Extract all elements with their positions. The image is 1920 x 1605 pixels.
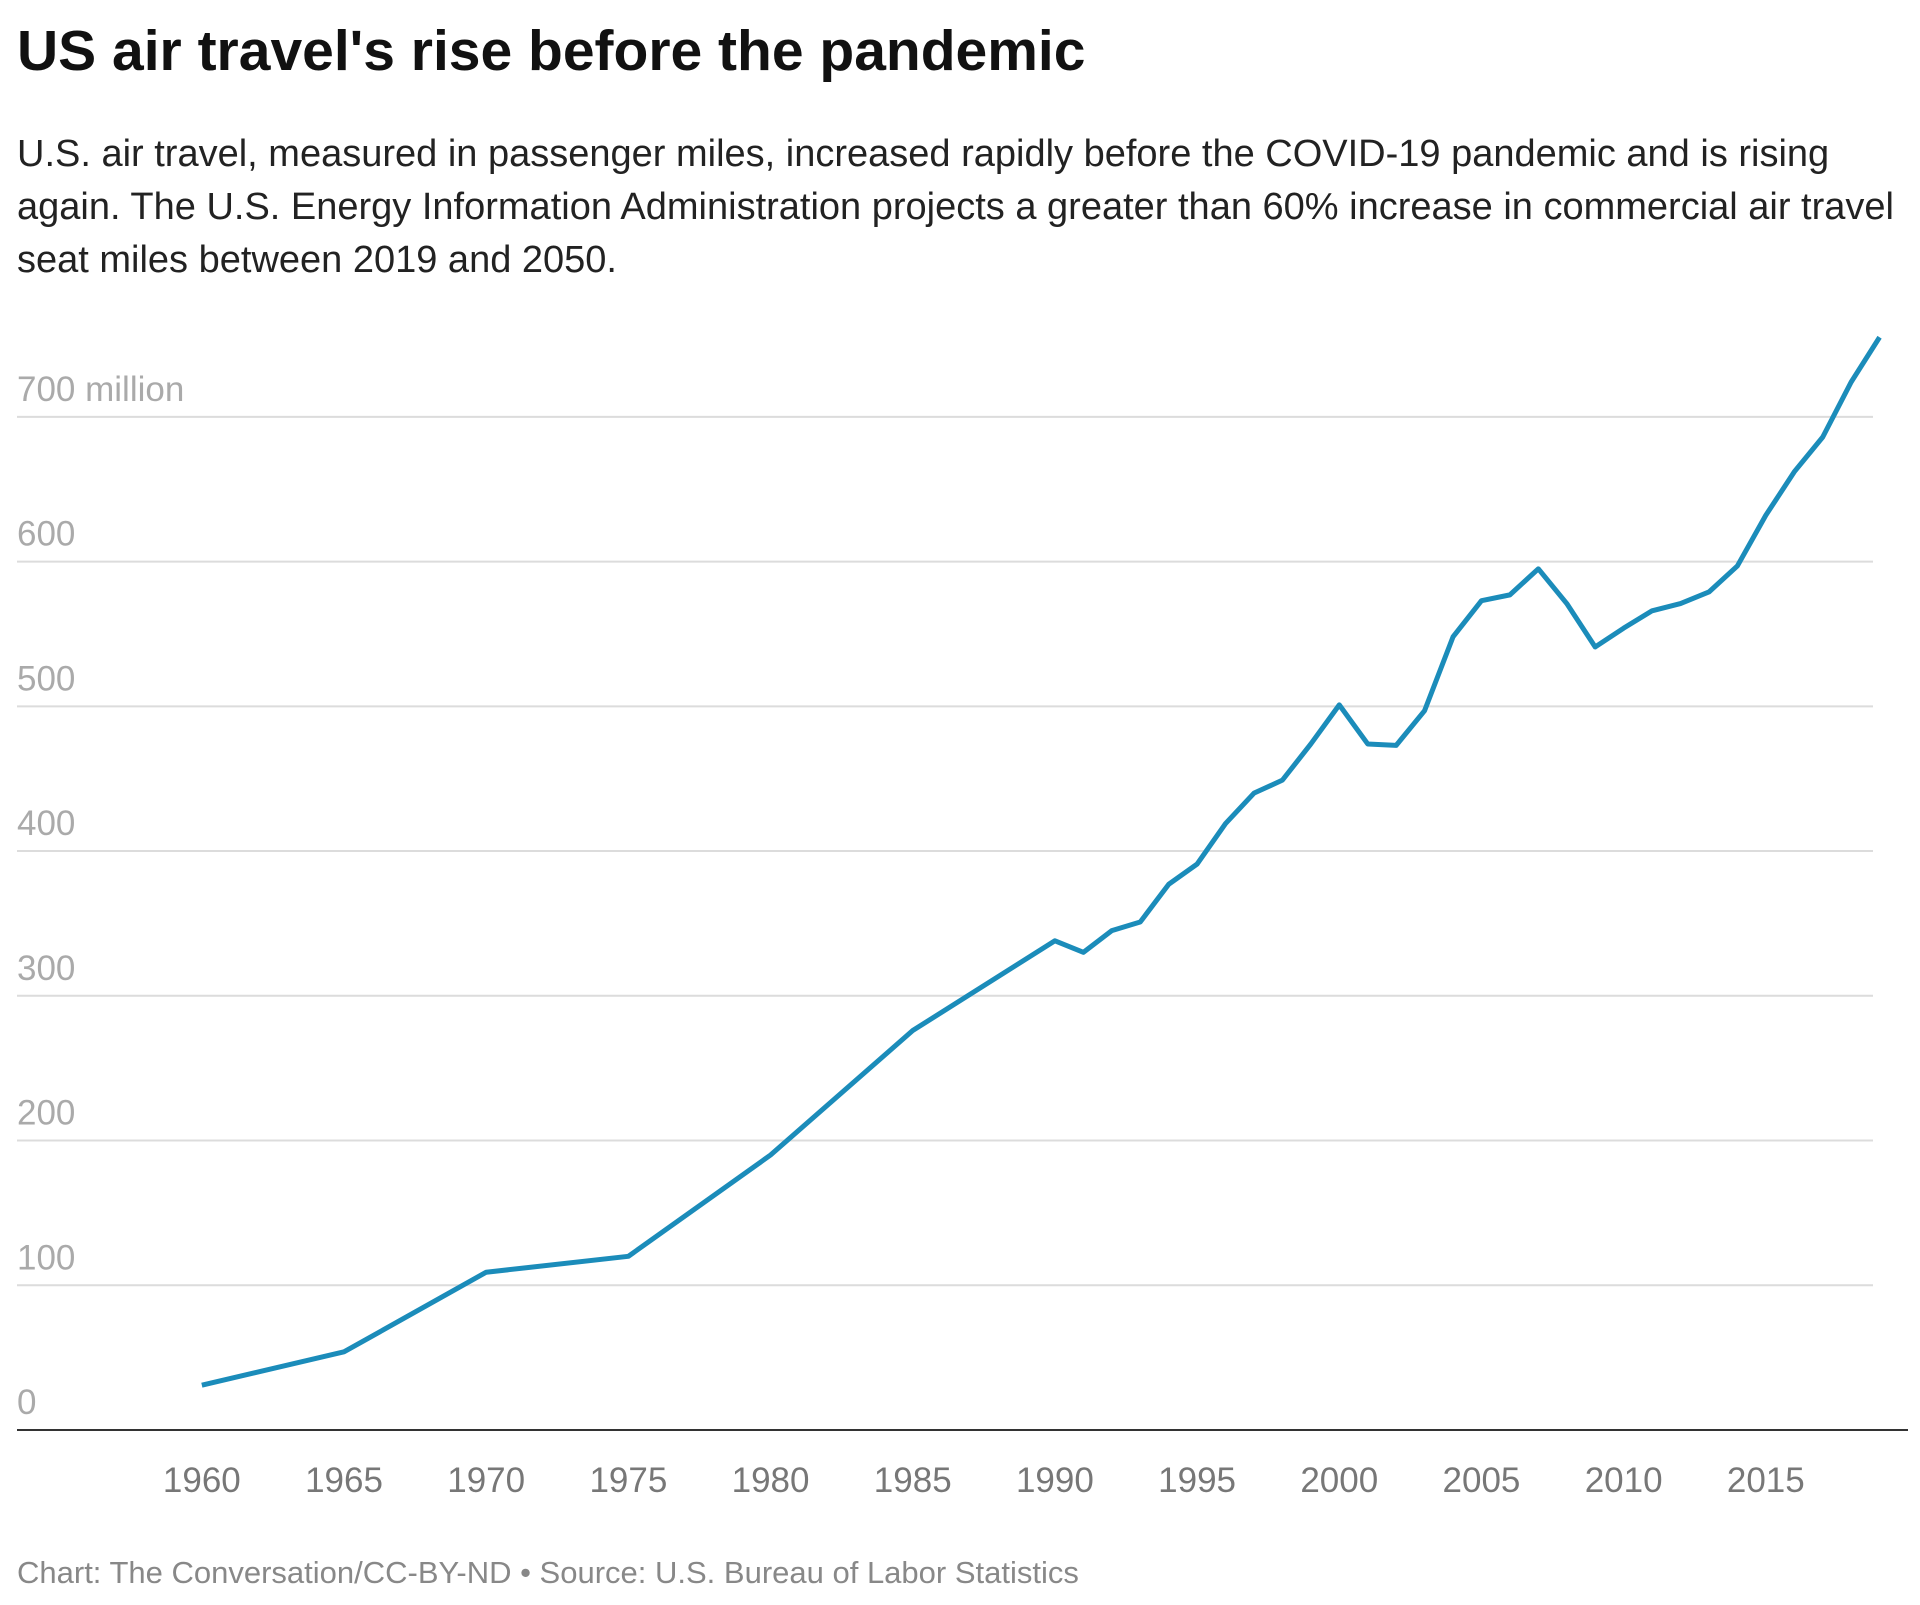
y-tick-label: 700 million — [17, 370, 184, 409]
chart-source: Chart: The Conversation/CC-BY-ND • Sourc… — [17, 1555, 1079, 1590]
y-tick-label: 400 — [17, 804, 75, 843]
y-tick-label: 600 — [17, 515, 75, 554]
chart: 0 100 200 300 400 500 600 700 million 1960 1965 19… — [17, 335, 1908, 1500]
x-tick-label: 2005 — [1443, 1461, 1521, 1500]
x-tick-label: 1970 — [447, 1461, 525, 1500]
chart-subtitle: U.S. air travel, measured in passenger m… — [17, 133, 1894, 281]
x-tick-label: 1985 — [874, 1461, 952, 1500]
y-tick-label: 300 — [17, 949, 75, 988]
data-line — [201, 335, 1882, 1388]
y-tick-label: 100 — [17, 1238, 75, 1277]
x-tick-label: 2000 — [1300, 1461, 1378, 1500]
x-tick-label: 1975 — [589, 1461, 667, 1500]
x-tick-label: 1995 — [1158, 1461, 1236, 1500]
x-tick-label: 1980 — [732, 1461, 810, 1500]
x-tick-label: 1990 — [1016, 1461, 1094, 1500]
y-tick-label: 500 — [17, 659, 75, 698]
x-tick-label: 2015 — [1727, 1461, 1805, 1500]
chart-title: US air travel's rise before the pandemic — [17, 19, 1086, 83]
x-tick-label: 2010 — [1585, 1461, 1663, 1500]
y-tick-label: 200 — [17, 1094, 75, 1133]
x-tick-label: 1960 — [163, 1461, 241, 1500]
y-tick-label: 0 — [17, 1383, 36, 1422]
x-tick-label: 1965 — [305, 1461, 383, 1500]
